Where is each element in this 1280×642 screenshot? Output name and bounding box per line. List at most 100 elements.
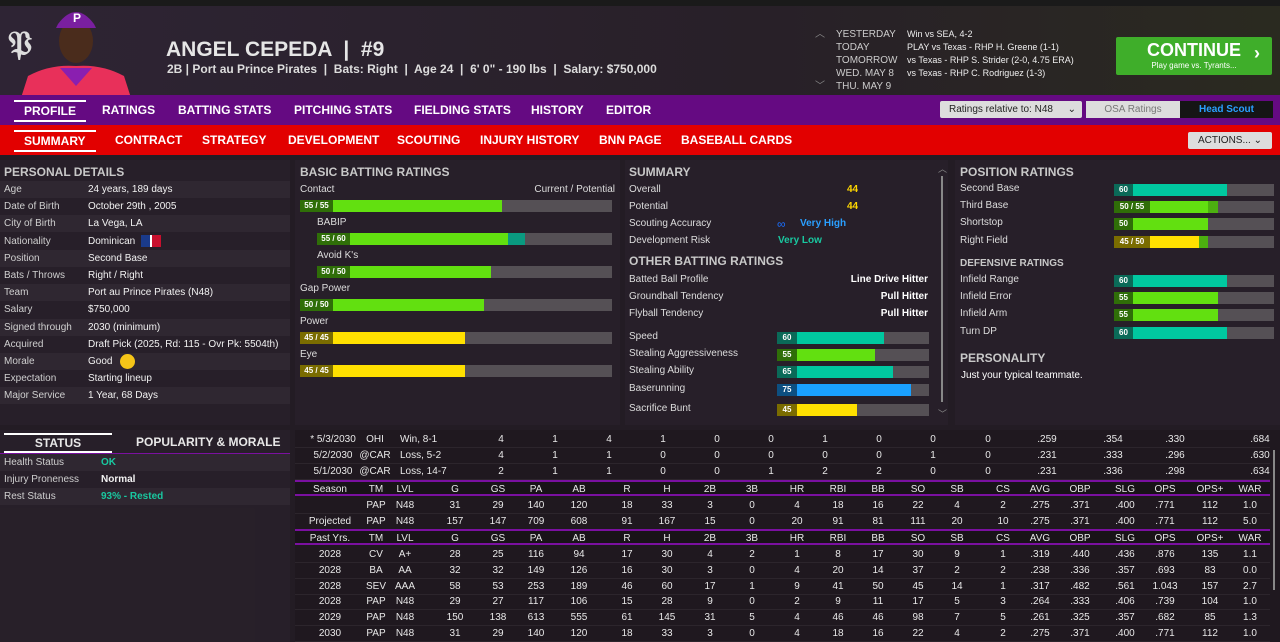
cell: 17 — [621, 549, 633, 560]
cell: 0 — [749, 596, 755, 608]
rating-name: Power — [300, 316, 329, 327]
status-label: Rest Status — [4, 491, 56, 503]
detail-value-text: Good — [88, 356, 113, 367]
cell: .682 — [1155, 612, 1175, 624]
scroll-thumb[interactable] — [1273, 450, 1275, 590]
tab-development[interactable]: DEVELOPMENT — [288, 133, 380, 147]
cell: N48 — [395, 612, 415, 624]
profile-value: Pull Hitter — [880, 291, 928, 302]
scroll-up-icon[interactable]: ︿ — [938, 164, 948, 174]
ratings-relative-select[interactable]: Ratings relative to: N48 ⌄ — [940, 101, 1082, 118]
cell: 112 — [1202, 500, 1218, 511]
cell: G — [451, 533, 459, 544]
scrollbar[interactable]: ︿ ﹀ — [938, 162, 948, 420]
cell: CS — [996, 533, 1010, 544]
tab-status[interactable]: STATUS — [4, 433, 112, 453]
tab-profile[interactable]: PROFILE — [14, 100, 87, 122]
cell: 4 — [606, 434, 612, 445]
tab-summary[interactable]: SUMMARY — [14, 130, 96, 152]
past-year-row[interactable]: 2029 PAP N48 150 138 613 555 61 145 31 5 4 46 46 98 7 5.… — [295, 610, 1270, 627]
tab-fielding-stats[interactable]: FIELDING STATS — [414, 103, 511, 117]
cell: 111 — [910, 516, 926, 527]
scrollbar[interactable] — [1270, 434, 1278, 638]
game-log-row[interactable]: 5/2/2030 @CAR Loss, 5-2 4 1 1 0 0 0 0 0 1 0 .231 .333.… — [295, 448, 1270, 464]
divider — [0, 453, 290, 454]
tab-editor[interactable]: EDITOR — [606, 103, 652, 117]
detail-value: Good — [88, 353, 136, 370]
cell: OPS+ — [1196, 533, 1224, 544]
past-year-row[interactable]: 2028 CV A+ 28 25 116 94 17 30 4 2 1 8 17 30 9 1 .319 .440.… — [295, 547, 1270, 563]
head-scout-button[interactable]: Head Scout — [1180, 101, 1273, 118]
actions-button[interactable]: ACTIONS... ⌄ — [1188, 132, 1272, 149]
game-log-row[interactable]: * 5/3/2030 OHI Win, 8-1 4 1 4 1 0 0 1 0 0 0 .259 .354.… — [295, 432, 1270, 448]
game-log-row[interactable]: 5/1/2030 @CAR Loss, 14-7 2 1 1 0 0 1 2 2 0 0 .231 .336… — [295, 464, 1270, 480]
rating-label: 55 — [1114, 309, 1133, 322]
past-year-row[interactable]: 2028 PAP N48 29 27 117 106 15 28 9 0 2 9 11 17 5 3.264.3… — [295, 594, 1270, 611]
detail-row: City of Birth La Vega, LA — [0, 215, 290, 233]
past-year-row[interactable]: 2028 SEV AAA 58 53 253 189 46 60 17 1 9 41 50 45 14 1 .31… — [295, 579, 1270, 595]
rating-label: 75 — [777, 383, 797, 396]
cell: 22 — [912, 500, 924, 511]
profile-value: Line Drive Hitter — [850, 274, 928, 285]
tab-strategy[interactable]: STRATEGY — [202, 133, 267, 147]
tab-ratings[interactable]: RATINGS — [102, 103, 156, 117]
rating-bar: 55 — [777, 349, 929, 362]
schedule-up-icon[interactable]: ︿ — [815, 29, 825, 40]
potential-label: Potential — [629, 201, 668, 212]
detail-value-text: La Vega, LA — [88, 218, 143, 230]
tab-popularity-morale[interactable]: POPULARITY & MORALE — [136, 435, 281, 449]
tab-scouting[interactable]: SCOUTING — [397, 133, 461, 147]
rating-bar: 45 / 50 — [1114, 235, 1274, 248]
cell: .296 — [1165, 450, 1185, 461]
past-year-row[interactable]: 2030 PAP N48 31 29 140 120 18 33 3 0 4 18 16 22 4 2.275.… — [295, 626, 1270, 642]
cell: 28 — [449, 549, 461, 560]
tab-contract[interactable]: CONTRACT — [115, 133, 183, 147]
cell: R — [623, 533, 631, 544]
detail-value: Port au Prince Pirates (N48) — [88, 284, 213, 301]
detail-row: Nationality Dominican — [0, 233, 290, 250]
cell: 91 — [832, 516, 844, 527]
defense-name: Infield Arm — [960, 308, 1008, 320]
schedule: ︿ ﹀ YESTERDAY Win vs SEA, 4-2 TODAY PLAY vs… — [815, 28, 1105, 94]
profile-label: Batted Ball Profile — [629, 274, 709, 285]
cell: 85 — [1204, 612, 1216, 624]
cell: 2B — [703, 484, 717, 495]
cell: 2 — [1000, 564, 1006, 576]
current-fill — [317, 266, 491, 278]
cell: 20 — [832, 564, 844, 576]
tab-batting-stats[interactable]: BATTING STATS — [178, 103, 272, 117]
cell: .482 — [1070, 580, 1090, 592]
cell: .319 — [1030, 549, 1050, 560]
schedule-down-icon[interactable]: ﹀ — [815, 81, 825, 92]
scroll-down-icon[interactable]: ﹀ — [938, 409, 948, 419]
player-name: ANGEL CEPEDA | #9 — [166, 38, 385, 61]
tab-bnn-page[interactable]: BNN PAGE — [599, 133, 662, 147]
cell: PAP — [366, 500, 386, 511]
cell: 28 — [661, 596, 673, 608]
cell: 2 — [822, 466, 828, 477]
cell: 0 — [749, 628, 755, 639]
position-ratings-panel: POSITION RATINGS DEFENSIVE RATINGS PERSO… — [955, 160, 1280, 425]
continue-button[interactable]: CONTINUE Play game vs. Tyrants... › — [1116, 37, 1272, 75]
scroll-thumb[interactable] — [941, 176, 943, 402]
season-row[interactable]: Projected PAP N48 157 147 709 608 91 167 15 0 20 91 8… — [295, 514, 1270, 530]
cell: 17 — [912, 596, 924, 608]
tab-pitching-stats[interactable]: PITCHING STATS — [294, 103, 393, 117]
cell: .275 — [1030, 500, 1050, 511]
past-year-row[interactable]: 2028 BA AA 32 32 149 126 16 30 3 0 4 20 14 37 2 2.238.33… — [295, 563, 1270, 579]
tab-baseball-cards[interactable]: BASEBALL CARDS — [681, 133, 793, 147]
osa-ratings-button[interactable]: OSA Ratings — [1086, 101, 1180, 118]
status-row: Health Status OK — [0, 454, 290, 471]
season-row[interactable]: PAP N48 31 29 140 120 18 33 3 0 4 18 16 22 4 2.275.371.… — [295, 498, 1270, 514]
cell: RBI — [829, 533, 847, 544]
rating-name: Gap Power — [300, 283, 351, 294]
tab-history[interactable]: HISTORY — [531, 103, 584, 117]
rating-label: 60 — [777, 332, 797, 344]
current-fill — [300, 299, 484, 311]
cell: 50 — [872, 580, 884, 592]
tab-injury-history[interactable]: INJURY HISTORY — [480, 133, 580, 147]
cell: G — [451, 484, 459, 495]
cell: 98 — [912, 612, 924, 624]
chevron-right-icon: › — [1254, 43, 1260, 63]
cell: 0 — [985, 450, 991, 461]
